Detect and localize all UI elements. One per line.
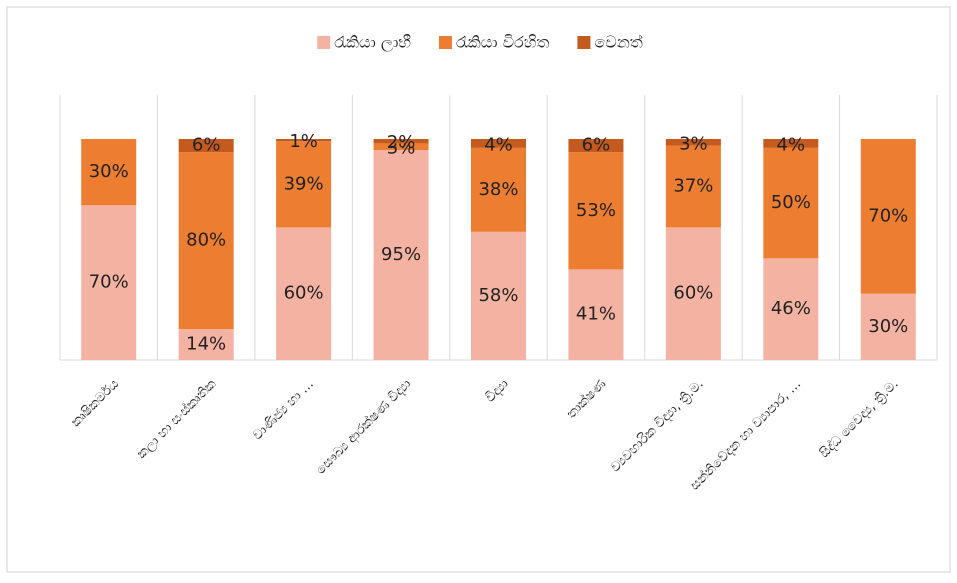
bar-segment: [276, 227, 332, 360]
data-label: 6%: [582, 135, 611, 156]
bar-segment: [763, 258, 819, 360]
data-label: 4%: [484, 134, 513, 155]
legend-label: රැකියා විරහිත: [456, 33, 549, 52]
data-label: 41%: [576, 304, 616, 325]
data-label: 30%: [89, 161, 129, 182]
data-label: 46%: [771, 298, 811, 319]
bar-segment: [568, 152, 624, 270]
bar-segment: [373, 143, 429, 151]
bar-segment: [471, 231, 526, 360]
bar-segment: [568, 269, 624, 360]
bar-segment: [178, 152, 234, 330]
data-label: 70%: [868, 205, 908, 226]
bar-segment: [276, 139, 332, 142]
data-label: 3%: [679, 133, 708, 154]
bar-segment: [81, 139, 137, 206]
data-label: 38%: [478, 179, 518, 200]
legend-swatch: [317, 36, 331, 49]
bar-segment: [178, 329, 234, 360]
bar-segment: [763, 147, 819, 259]
legend-swatch: [438, 36, 452, 49]
legend-label: රැකියා ලාභී: [334, 33, 411, 53]
bar-segment: [471, 147, 526, 232]
bar-segment: [178, 139, 234, 153]
bar-segment: [373, 139, 429, 144]
bar-segment: [373, 150, 429, 360]
bar-segment: [568, 139, 624, 153]
data-label: 53%: [576, 200, 616, 221]
data-label: 60%: [673, 283, 713, 304]
bar-segment: [665, 139, 721, 146]
data-label: 70%: [89, 272, 129, 293]
data-label: 1%: [289, 131, 318, 152]
data-label: 80%: [186, 230, 226, 251]
bar-segment: [665, 227, 721, 360]
bar-segment: [860, 293, 916, 360]
data-label: 50%: [771, 192, 811, 213]
bar-segment: [860, 139, 916, 294]
bar-segment: [81, 205, 137, 360]
bar-segment: [665, 145, 721, 228]
legend-label: වෙනත්: [594, 33, 642, 52]
bar-segment: [763, 139, 819, 148]
data-label: 37%: [673, 176, 713, 197]
data-label: 2%: [387, 132, 416, 153]
data-label: 60%: [284, 283, 324, 304]
legend: රැකියා ලාභී රැකියා විරහිත වෙනත්: [317, 33, 643, 53]
data-label: 14%: [186, 334, 226, 355]
data-label: 4%: [777, 134, 806, 155]
data-label: 39%: [284, 173, 324, 194]
data-label: 58%: [478, 285, 518, 306]
bar-segment: [276, 141, 332, 228]
data-label: 95%: [381, 244, 421, 265]
data-label: 6%: [192, 135, 221, 156]
legend-swatch: [577, 36, 591, 49]
bar-segment: [471, 139, 526, 148]
data-label: 30%: [868, 316, 908, 337]
